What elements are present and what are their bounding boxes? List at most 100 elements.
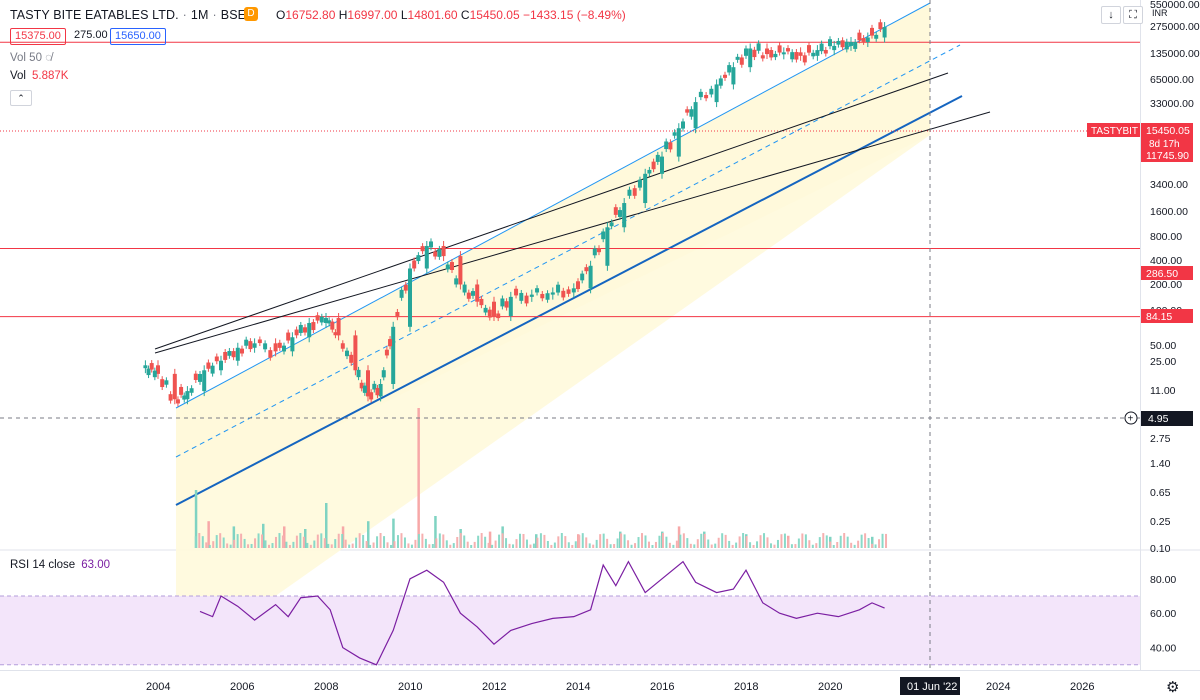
candle-body — [882, 27, 887, 38]
volume-bar-small — [864, 533, 867, 548]
volume-bar-small — [393, 541, 396, 548]
collapse-legend-button[interactable]: ⌃ — [10, 90, 32, 106]
volume-bar-small — [543, 534, 546, 548]
channel-fill-top — [176, 3, 930, 505]
gear-icon[interactable]: ⚙ — [1166, 679, 1180, 696]
volume-bar-small — [449, 544, 452, 548]
candle-body — [836, 40, 841, 45]
volume-bar-small — [839, 535, 842, 548]
crosshair-x-box — [900, 677, 960, 695]
candle-body — [143, 365, 148, 369]
symbol-title[interactable]: TASTY BITE EATABLES LTD. · 1M · BSE — [10, 8, 247, 22]
candle-body — [597, 248, 601, 253]
rsi-axis-label: 80.00 — [1150, 574, 1176, 586]
candle-body — [637, 179, 642, 188]
volume-bar-small — [456, 536, 459, 548]
rsi-value: 63.00 — [81, 559, 110, 571]
eye-off-icon[interactable]: ◌̸ — [45, 52, 53, 64]
volume-bar-small — [850, 542, 853, 548]
candle-body — [529, 294, 534, 297]
rsi-line — [199, 560, 885, 666]
rsi-legend[interactable]: RSI 14 close 63.00 — [10, 559, 110, 571]
candle-body — [781, 52, 786, 55]
candle-body — [179, 386, 184, 395]
candle-body — [462, 284, 467, 293]
volume-bar-small — [822, 533, 825, 548]
candle-body — [240, 348, 244, 354]
price-axis-label: 800.00 — [1150, 231, 1182, 243]
candle-body — [475, 284, 480, 302]
volume-bar-small — [295, 535, 298, 548]
volume-bar-small — [832, 544, 835, 548]
volume-bar-small — [208, 544, 211, 548]
candle-body — [735, 56, 740, 60]
candle-body — [576, 281, 580, 290]
candle-body — [175, 399, 180, 404]
candle-body — [286, 332, 291, 341]
candle-body — [198, 373, 202, 382]
buy-button[interactable]: 15650.00 — [110, 28, 166, 45]
candle-body — [672, 132, 677, 136]
price-axis-label: 1600.00 — [1150, 206, 1188, 218]
candle-body — [592, 248, 597, 256]
volume-bar-small — [358, 533, 361, 548]
volume-ma-legend[interactable]: Vol 50 ◌̸ — [10, 52, 53, 64]
volume-bar-small — [494, 540, 497, 548]
candle-body — [622, 203, 627, 228]
volume-bar-small — [438, 533, 441, 548]
volume-bar-small — [634, 543, 637, 548]
candle-body — [319, 316, 324, 323]
volume-bar-small — [369, 544, 372, 548]
price-label-value: 15450.05 — [1146, 125, 1190, 137]
volume-bar-small — [323, 538, 326, 548]
time-axis-label: 2016 — [650, 681, 674, 693]
candle-body — [182, 395, 187, 400]
volume-bar-small — [707, 539, 710, 548]
volume-bar-small — [379, 533, 382, 548]
volume-bar — [367, 521, 370, 548]
volume-bar-small — [501, 533, 504, 548]
volume-bar — [488, 531, 492, 548]
volume-bar-small — [853, 544, 856, 548]
candle-body — [613, 207, 618, 215]
arrow-down-icon[interactable]: ↓ — [1101, 6, 1121, 24]
candle-body — [844, 41, 849, 50]
candle-body — [643, 173, 648, 204]
candle-body — [445, 264, 450, 270]
volume-bar-small — [829, 541, 832, 548]
candle-body — [333, 332, 338, 336]
sell-button[interactable]: 15375.00 — [10, 28, 66, 45]
volume-legend[interactable]: Vol 5.887K — [10, 70, 69, 82]
volume-bar-small — [769, 543, 772, 548]
volume-bar-small — [327, 543, 330, 548]
candle-body — [618, 210, 622, 217]
volume-bar-small — [288, 544, 291, 548]
volume-bar — [194, 490, 198, 548]
volume-bar-small — [867, 538, 870, 548]
candle-body — [327, 320, 332, 324]
volume-bar-small — [271, 543, 274, 548]
volume-bar-small — [689, 543, 692, 548]
volume-bar-small — [442, 534, 445, 548]
fullscreen-icon[interactable]: ⛶ — [1123, 6, 1143, 24]
volume-bar-small — [302, 536, 305, 548]
candle-body — [676, 128, 681, 157]
volume-bar-small — [201, 536, 204, 548]
candle-body — [420, 246, 425, 252]
time-axis-label: 2024 — [986, 681, 1010, 693]
volume-bar-small — [742, 533, 745, 548]
volume-bar-small — [878, 539, 881, 548]
exchange: BSE — [220, 8, 247, 22]
candle-body — [149, 363, 154, 370]
volume-bar — [577, 534, 580, 548]
volume-bar-small — [693, 544, 696, 548]
volume-bar-small — [400, 533, 403, 548]
volume-bar-small — [320, 533, 323, 548]
volume-bar-small — [790, 544, 793, 548]
price-axis-label: 25.00 — [1150, 356, 1176, 368]
price-label-box — [1141, 309, 1193, 323]
volume-bar-small — [627, 540, 630, 548]
time-axis-label: 2006 — [230, 681, 254, 693]
price-label-value: 11745.90 — [1146, 150, 1189, 162]
